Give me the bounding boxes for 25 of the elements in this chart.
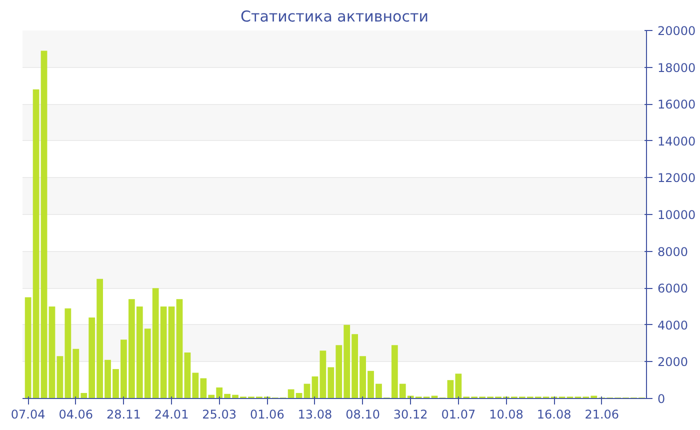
x-tick-label: 08.10 xyxy=(346,408,380,422)
x-tick-label: 25.03 xyxy=(202,408,237,422)
x-tick-label: 01.07 xyxy=(441,408,476,422)
y-tick-label: 6000 xyxy=(658,282,688,296)
y-tick-label: 18000 xyxy=(658,60,696,75)
y-tick-label: 14000 xyxy=(658,134,696,148)
x-tick-label: 07.04 xyxy=(10,408,46,422)
x-tick-label: 28.11 xyxy=(106,408,141,422)
x-tick-label: 16.08 xyxy=(536,408,572,422)
x-tick-label: 21.06 xyxy=(584,408,620,422)
y-tick-label: 2000 xyxy=(658,355,688,370)
x-tick-label: 04.06 xyxy=(58,408,94,422)
y-tick-label: 10000 xyxy=(658,208,696,222)
x-tick-label: 01.06 xyxy=(250,408,284,422)
y-tick-label: 0 xyxy=(658,392,666,406)
x-tick-label: 13.08 xyxy=(298,408,332,422)
x-tick-label: 24.01 xyxy=(154,408,189,422)
y-tick-label: 12000 xyxy=(658,171,696,186)
y-tick-label: 16000 xyxy=(658,98,696,112)
x-tick-label: 10.08 xyxy=(489,408,524,422)
y-tick-label: 8000 xyxy=(658,244,688,259)
x-tick-label: 30.12 xyxy=(393,408,428,422)
y-tick-label: 4000 xyxy=(658,318,688,332)
chart-title: Статистика активности xyxy=(240,8,428,26)
y-tick-label: 20000 xyxy=(658,24,696,38)
